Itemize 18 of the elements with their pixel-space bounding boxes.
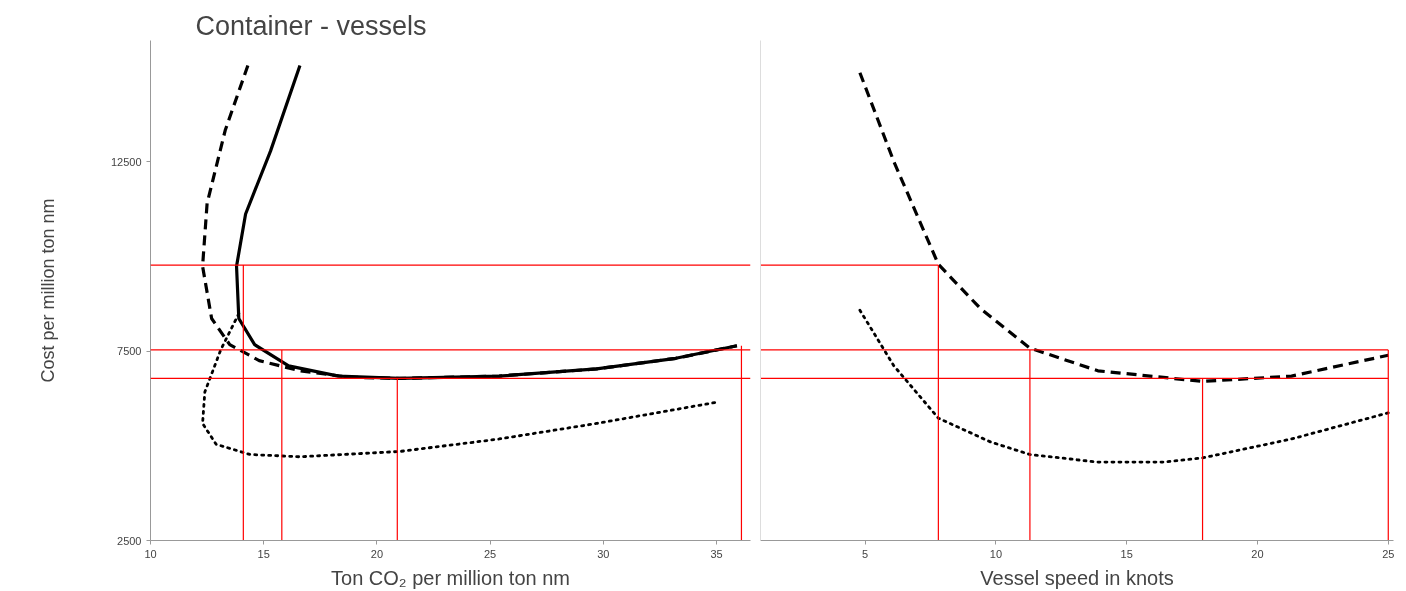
x-tick-label: 10 (989, 547, 1003, 560)
x-tick-label: 10 (144, 547, 157, 560)
y-tick-label: 7500 (117, 345, 142, 358)
y-tick-label: 12500 (110, 155, 142, 168)
y-tick-label: 2500 (117, 534, 142, 547)
y-axis-title: Cost per million ton nm (37, 198, 58, 383)
x-tick-label: 20 (1251, 547, 1264, 560)
x-tick-label: 25 (1382, 547, 1395, 560)
x-tick-label: 20 (370, 547, 384, 560)
x-tick-label: 15 (1120, 547, 1133, 560)
x-tick-label: 25 (484, 547, 497, 560)
x-tick-label: 15 (257, 547, 270, 560)
x-tick-label: 5 (862, 547, 869, 560)
x-tick-label: 30 (597, 547, 610, 560)
x-axis-title: Vessel speed in knots (980, 566, 1174, 589)
chart-title: Container - vessels (195, 10, 427, 41)
x-tick-label: 35 (710, 547, 723, 560)
x-axis-title: Ton CO₂ per million ton nm (331, 566, 570, 589)
